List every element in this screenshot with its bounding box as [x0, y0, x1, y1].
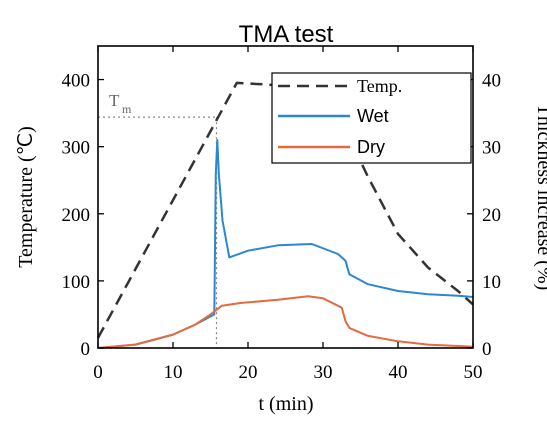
x-tick-label: 10: [164, 362, 183, 383]
series-line-temp: [96, 81, 474, 339]
legend-label-temp: Temp.: [357, 76, 402, 96]
y-right-tick-label: 40: [482, 71, 501, 92]
y-right-tick-label: 30: [482, 138, 501, 159]
tm-label: T: [109, 91, 120, 110]
x-axis-label: t (min): [259, 393, 314, 415]
legend: Temp. Wet Dry: [271, 72, 472, 164]
tm-label-subscript: m: [122, 102, 132, 116]
x-tick-label: 0: [93, 362, 103, 383]
y-right-tick-label: 20: [482, 205, 501, 226]
x-tick-label: 30: [314, 362, 333, 383]
x-tick-label: 50: [464, 362, 483, 383]
y-axis-right-label: Thickness increase (%): [533, 104, 547, 291]
y-left-tick-label: 100: [62, 272, 91, 293]
series-line-dry: [97, 295, 474, 349]
y-left-tick-label: 400: [62, 71, 91, 92]
y-left-tick-label: 300: [62, 138, 91, 159]
x-tick-label: 20: [239, 362, 258, 383]
y-left-tick-label: 0: [81, 339, 91, 360]
tm-guide-lines: [98, 116, 218, 348]
chart-title: TMA test: [239, 21, 334, 48]
series-line-wet: [97, 139, 474, 349]
legend-label-dry: Dry: [357, 137, 385, 157]
y-left-tick-label: 200: [62, 205, 91, 226]
y-right-tick-label: 10: [482, 272, 501, 293]
plot-frame: [97, 45, 474, 349]
y-axis-left-label: Temperature (℃): [15, 126, 37, 268]
series-group: [96, 81, 474, 349]
x-tick-label: 40: [389, 362, 408, 383]
axis-ticks: [97, 46, 474, 349]
legend-label-wet: Wet: [357, 106, 389, 126]
y-right-tick-label: 0: [482, 339, 492, 360]
